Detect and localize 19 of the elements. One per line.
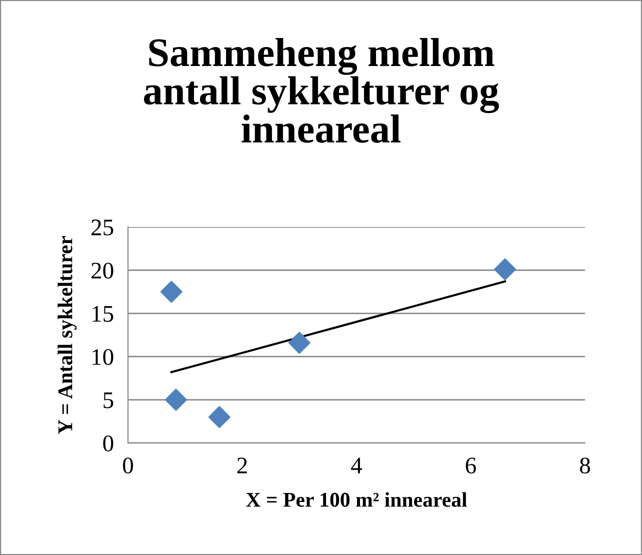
x-tick-label: 4 [351,458,362,474]
y-tick-label: 15 [92,306,114,322]
point [288,332,310,354]
point [164,388,187,411]
x-tick-label: 2 [237,458,247,474]
chart-title: Sammeheng mellom antall sykkelturer og inneareal [144,38,499,143]
y-tick-label: 20 [92,262,114,279]
point [160,280,182,303]
y-tick-label: 0 [103,435,114,452]
x-axis-title: X = Per 100 m² inneareal [246,492,467,507]
x-tick-label: 6 [466,458,476,474]
point [208,406,230,428]
y-axis-title: Y = Antall sykkelturer [58,236,77,434]
point [494,258,516,280]
x-tick-label: 8 [580,458,590,474]
y-tick-label: 10 [92,349,114,366]
y-tick-label: 25 [92,220,114,236]
y-tick-label: 5 [104,392,114,408]
x-tick-label: 0 [122,458,134,474]
